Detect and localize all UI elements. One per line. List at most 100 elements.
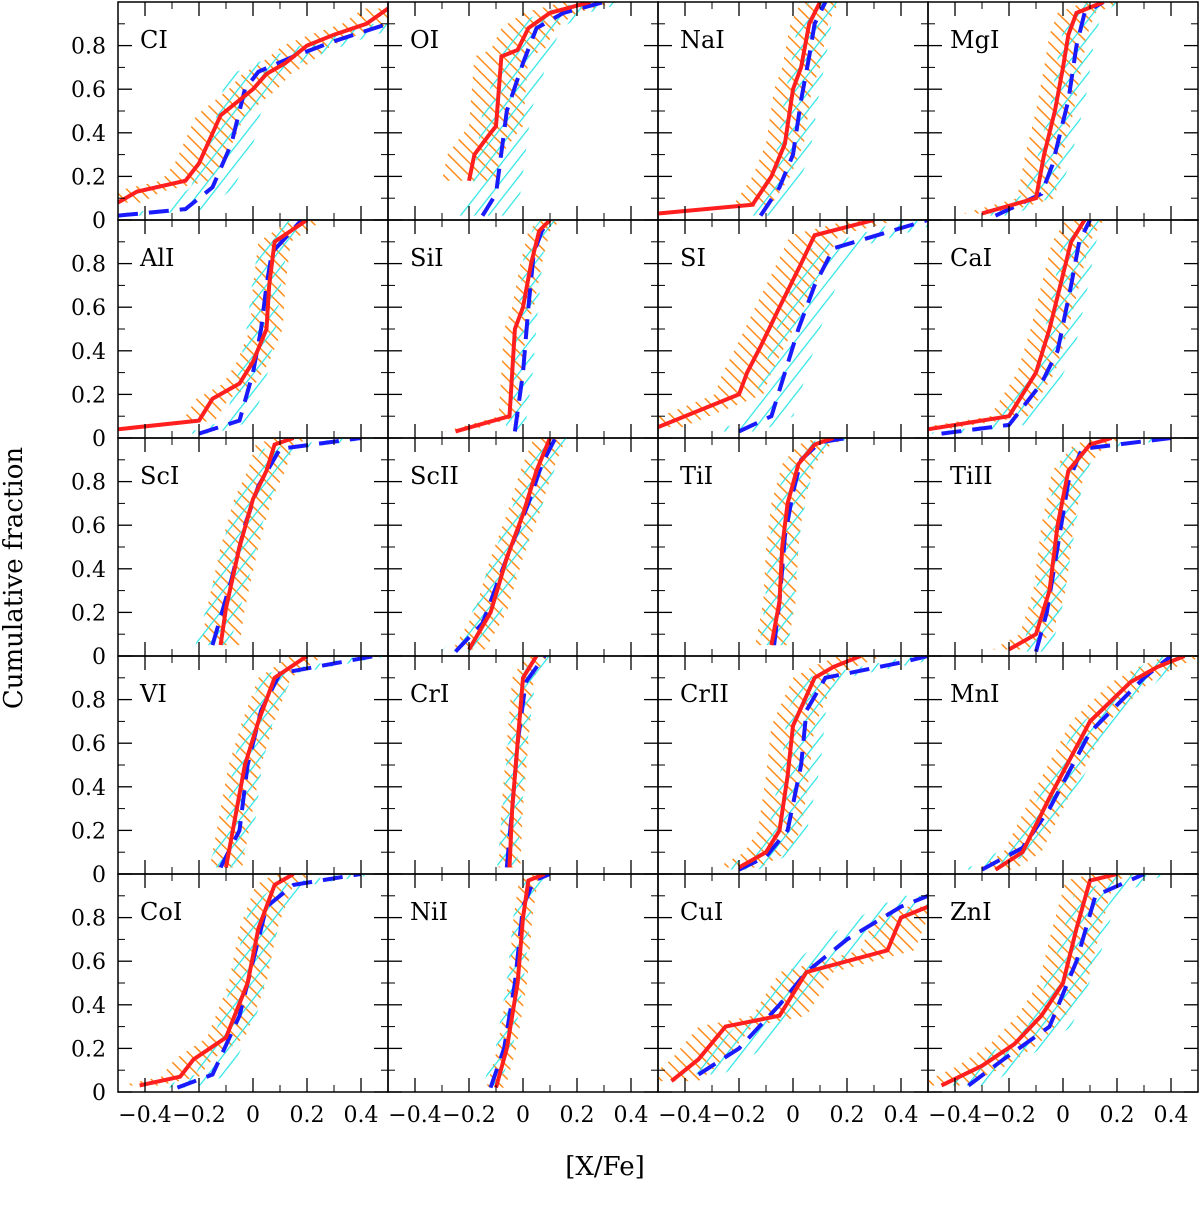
y-tick-label: 0.2 <box>71 383 106 408</box>
red-series-line <box>224 656 309 868</box>
y-tick-label: 0.4 <box>71 122 106 147</box>
panel-mni: MnI <box>927 655 1199 875</box>
y-tick-label: 0 <box>92 427 106 452</box>
panel-tii: TiI <box>657 437 929 657</box>
panel-si: SI <box>657 219 929 439</box>
panel-label: VI <box>139 680 167 708</box>
x-tick-label: 0.4 <box>1154 1103 1189 1128</box>
red-series-line <box>118 6 388 205</box>
panel-label: CrI <box>410 680 449 708</box>
panel-crii: CrII <box>657 655 929 875</box>
panel-label: OI <box>410 26 439 54</box>
panel-ali: 0 0.2 0.4 0.6 0.8 AlI <box>71 219 389 452</box>
x-tick-label: −0.2 <box>982 1103 1035 1128</box>
panel-coi: 0 0.2 0.4 0.6 0.8 −0.4 −0.2 0 0.2 0.4 CoI <box>71 873 389 1128</box>
red-series-line <box>494 874 546 1089</box>
x-tick-label: −0.2 <box>712 1103 765 1128</box>
panel-nai: NaI <box>657 1 929 221</box>
red-series-line <box>658 220 875 429</box>
y-tick-label: 0.2 <box>71 601 106 626</box>
red-series-line <box>139 874 295 1088</box>
x-tick-label: −0.4 <box>658 1103 711 1128</box>
panel-label: CoI <box>140 898 182 926</box>
x-tick-label: 0 <box>516 1103 530 1128</box>
panel-label: SI <box>680 244 706 272</box>
blue-band <box>717 220 928 432</box>
blue-band <box>195 438 379 646</box>
blue-band <box>118 23 388 216</box>
red-series-line <box>670 904 928 1083</box>
blue-series-line <box>1034 438 1172 653</box>
x-tick-label: 0.2 <box>560 1103 595 1128</box>
red-series-line <box>658 2 822 216</box>
panel-sii: SiI <box>387 219 659 439</box>
panel-nii: −0.4 −0.2 0 0.2 0.4 NiI <box>387 873 659 1128</box>
y-tick-label: 0.6 <box>71 296 106 321</box>
x-tick-label: 0.4 <box>614 1103 649 1128</box>
blue-band <box>978 2 1121 216</box>
blue-series-line <box>738 220 928 434</box>
x-tick-label: −0.4 <box>388 1103 441 1128</box>
panel-cri: CrI <box>387 655 659 875</box>
panel-label: CI <box>140 26 168 54</box>
red-series-line <box>928 220 1087 432</box>
x-tick-label: 0.2 <box>290 1103 325 1128</box>
panel-label: MgI <box>950 26 999 54</box>
y-tick-label: 0.6 <box>71 732 106 757</box>
panel-scii: ScII <box>387 437 659 657</box>
blue-series-line <box>198 220 304 436</box>
panel-grid: 0 0.2 0.4 0.6 0.8 CI OI NaI MgI 0 0.2 0.4 0.6 0.8 AlI S… <box>71 1 1199 1128</box>
blue-band <box>964 656 1189 870</box>
panel-mgi: MgI <box>927 1 1199 221</box>
panel-tiii: TiII <box>927 437 1199 657</box>
blue-series-line <box>210 438 362 646</box>
red-series-line <box>218 438 295 646</box>
y-tick-label: 0.4 <box>71 340 106 365</box>
blue-band <box>458 2 629 216</box>
y-tick-label: 0 <box>92 1081 106 1106</box>
y-axis-label: Cumulative fraction <box>0 447 29 709</box>
y-tick-label: 0.4 <box>71 994 106 1019</box>
y-tick-label: 0.4 <box>71 558 106 583</box>
x-tick-label: −0.4 <box>928 1103 981 1128</box>
blue-band <box>482 874 559 1088</box>
blue-band <box>160 874 379 1088</box>
red-series-line <box>994 656 1186 872</box>
y-tick-label: 0.8 <box>71 35 106 60</box>
panel-ci: 0 0.2 0.4 0.6 0.8 CI <box>71 1 389 234</box>
blue-series-line <box>994 2 1105 218</box>
blue-band <box>719 656 928 870</box>
x-tick-label: 0.4 <box>884 1103 919 1128</box>
red-series-line <box>738 656 862 870</box>
panel-label: TiII <box>950 462 993 490</box>
blue-series-line <box>967 874 1145 1088</box>
blue-series-line <box>697 893 928 1077</box>
red-series-line <box>981 2 1105 216</box>
red-series-line <box>454 220 552 434</box>
panel-label: CrII <box>680 680 729 708</box>
panel-label: SiI <box>410 244 444 272</box>
red-series-line <box>769 438 835 646</box>
x-tick-label: −0.2 <box>442 1103 495 1128</box>
x-tick-label: −0.2 <box>172 1103 225 1128</box>
blue-band <box>505 220 560 432</box>
blue-band <box>743 2 843 216</box>
x-tick-label: 0 <box>786 1103 800 1128</box>
x-tick-label: 0.4 <box>344 1103 379 1128</box>
y-tick-label: 0.2 <box>71 165 106 190</box>
blue-series-line <box>738 656 928 872</box>
red-series-line <box>467 2 592 182</box>
x-axis-label: [X/Fe] <box>565 1152 645 1182</box>
y-tick-label: 0.2 <box>71 1037 106 1062</box>
panel-sci: 0 0.2 0.4 0.6 0.8 ScI <box>71 437 389 670</box>
x-tick-label: 0 <box>246 1103 260 1128</box>
panel-label: NiI <box>410 898 448 926</box>
red-series-line <box>940 874 1118 1088</box>
blue-series-line <box>758 2 828 217</box>
y-tick-label: 0.8 <box>71 471 106 496</box>
y-tick-label: 0 <box>92 863 106 888</box>
y-tick-label: 0 <box>92 645 106 670</box>
blue-band <box>946 874 1166 1086</box>
x-tick-label: −0.4 <box>118 1103 171 1128</box>
